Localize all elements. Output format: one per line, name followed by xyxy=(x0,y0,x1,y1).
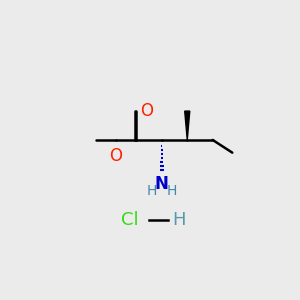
Text: H: H xyxy=(167,184,177,198)
Text: Cl: Cl xyxy=(121,211,139,229)
Text: H: H xyxy=(146,184,157,198)
Text: H: H xyxy=(172,211,186,229)
Text: O: O xyxy=(141,102,154,120)
Text: O: O xyxy=(109,147,122,165)
Text: N: N xyxy=(155,175,169,193)
Polygon shape xyxy=(185,111,190,140)
